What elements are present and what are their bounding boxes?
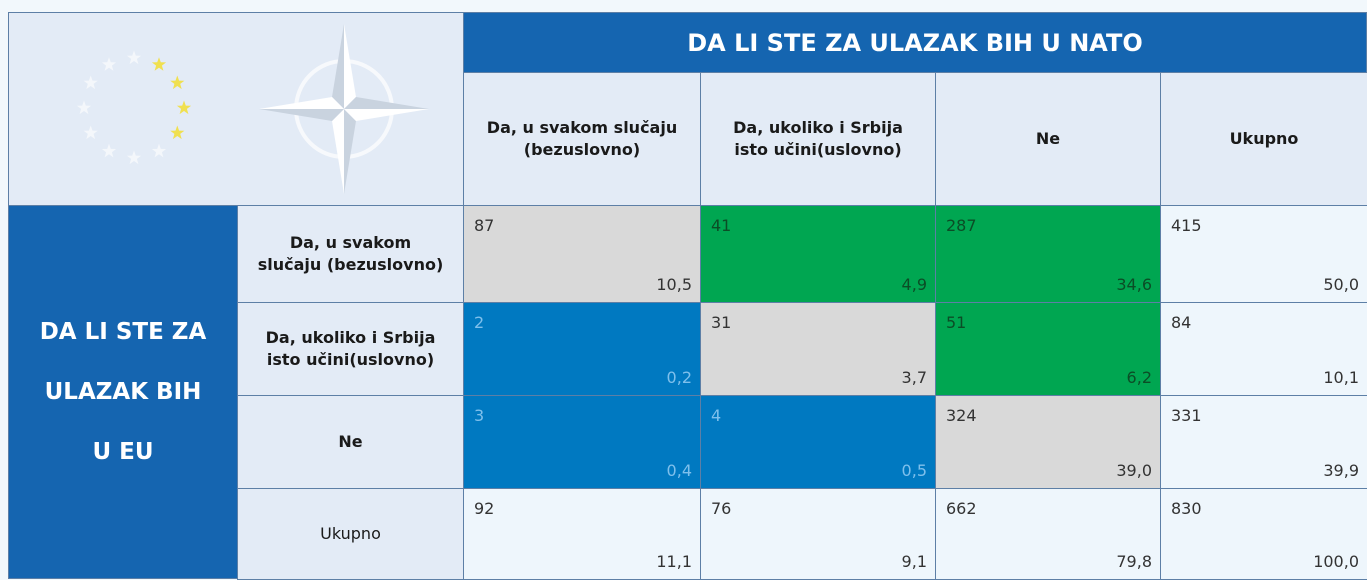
data-cell: 287 34,6 xyxy=(935,205,1161,303)
cell-percent: 11,1 xyxy=(656,552,692,571)
cell-count: 31 xyxy=(711,313,732,332)
data-cell: 324 39,0 xyxy=(935,395,1161,489)
cell-count: 415 xyxy=(1171,216,1202,235)
cell-count: 4 xyxy=(711,406,722,425)
cell-count: 92 xyxy=(474,499,495,518)
data-cell: 87 10,5 xyxy=(463,205,701,303)
star xyxy=(126,150,142,165)
data-cell: 4 0,5 xyxy=(700,395,936,489)
data-cell: 331 39,9 xyxy=(1160,395,1367,489)
cell-count: 662 xyxy=(946,499,977,518)
data-cell: 84 10,1 xyxy=(1160,302,1367,396)
cell-count: 830 xyxy=(1171,499,1202,518)
cell-percent: 100,0 xyxy=(1313,552,1359,571)
eu-title-line: ULAZAK BIH xyxy=(44,379,202,405)
cell-count: 51 xyxy=(946,313,967,332)
star xyxy=(170,125,185,140)
cell-count: 87 xyxy=(474,216,495,235)
star xyxy=(101,143,117,158)
eu-title-line: U EU xyxy=(92,439,154,465)
cell-count: 76 xyxy=(711,499,732,518)
nato-compass xyxy=(259,24,429,194)
star xyxy=(176,100,192,115)
cell-percent: 0,2 xyxy=(666,368,692,387)
cell-count: 2 xyxy=(474,313,485,332)
cell-percent: 39,9 xyxy=(1323,461,1359,480)
data-cell: 3 0,4 xyxy=(463,395,701,489)
cell-percent: 34,6 xyxy=(1116,275,1152,294)
cell-count: 84 xyxy=(1171,313,1192,332)
eu-star-ring xyxy=(76,50,192,165)
cell-count: 324 xyxy=(946,406,977,425)
star xyxy=(126,50,142,65)
eu-title-line: DA LI STE ZA xyxy=(39,319,207,345)
row-header: Da, ukoliko i Srbija isto učini(uslovno) xyxy=(237,302,464,396)
cell-percent: 50,0 xyxy=(1323,275,1359,294)
star xyxy=(151,57,167,71)
column-header: Ukupno xyxy=(1160,72,1367,206)
cell-percent: 10,5 xyxy=(656,275,692,294)
data-cell: 2 0,2 xyxy=(463,302,701,396)
logo-cell xyxy=(8,12,464,206)
row-header: Ukupno xyxy=(237,488,464,580)
star xyxy=(76,100,92,115)
column-header: Da, u svakom slučaju (bezuslovno) xyxy=(463,72,701,206)
cell-count: 287 xyxy=(946,216,977,235)
cell-percent: 79,8 xyxy=(1116,552,1152,571)
data-cell: 92 11,1 xyxy=(463,488,701,580)
logos xyxy=(76,24,429,194)
cell-percent: 10,1 xyxy=(1323,368,1359,387)
star xyxy=(83,125,98,140)
data-cell: 76 9,1 xyxy=(700,488,936,580)
cell-percent: 0,5 xyxy=(901,461,927,480)
row-header: Ne xyxy=(237,395,464,489)
data-cell: 41 4,9 xyxy=(700,205,936,303)
star xyxy=(170,75,185,90)
star xyxy=(83,75,98,90)
data-cell: 830 100,0 xyxy=(1160,488,1367,580)
cell-percent: 3,7 xyxy=(901,368,927,387)
cell-percent: 6,2 xyxy=(1126,368,1152,387)
cell-count: 331 xyxy=(1171,406,1202,425)
cell-percent: 4,9 xyxy=(901,275,927,294)
eu-title: DA LI STE ZA ULAZAK BIH U EU xyxy=(8,205,238,579)
data-cell: 31 3,7 xyxy=(700,302,936,396)
star xyxy=(101,57,117,71)
cell-count: 3 xyxy=(474,406,485,425)
data-cell: 415 50,0 xyxy=(1160,205,1367,303)
star xyxy=(151,143,167,158)
data-cell: 662 79,8 xyxy=(935,488,1161,580)
column-header: Da, ukoliko i Srbija isto učini(uslovno) xyxy=(700,72,936,206)
column-header: Ne xyxy=(935,72,1161,206)
row-header: Da, u svakom slučaju (bezuslovno) xyxy=(237,205,464,303)
cell-count: 41 xyxy=(711,216,732,235)
cell-percent: 39,0 xyxy=(1116,461,1152,480)
nato-title: DA LI STE ZA ULAZAK BIH U NATO xyxy=(463,12,1367,73)
data-cell: 51 6,2 xyxy=(935,302,1161,396)
cell-percent: 0,4 xyxy=(666,461,692,480)
cell-percent: 9,1 xyxy=(901,552,927,571)
